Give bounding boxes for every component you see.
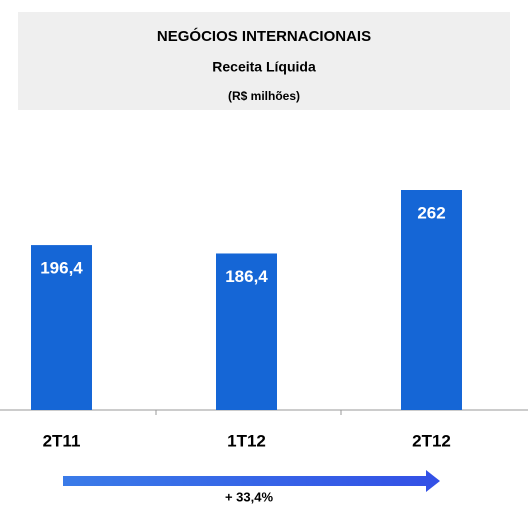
bar xyxy=(216,253,277,410)
bar xyxy=(31,245,92,410)
x-tick-label: 2T11 xyxy=(43,431,81,450)
unit-label: (R$ milhões) xyxy=(228,89,300,103)
annotation: + 33,4% xyxy=(225,489,274,504)
value-label: 262 xyxy=(417,203,445,222)
chart-title: NEGÓCIOS INTERNACIONAIS xyxy=(157,27,371,45)
x-tick-label: 1T12 xyxy=(227,431,266,450)
value-label: 186,4 xyxy=(225,267,268,286)
x-tick-label: 2T12 xyxy=(412,431,451,450)
bar xyxy=(401,190,462,410)
chart-subtitle: Receita Líquida xyxy=(212,59,316,75)
value-label: 196,4 xyxy=(40,259,83,278)
growth-arrow xyxy=(63,470,440,492)
header-box xyxy=(18,12,510,110)
